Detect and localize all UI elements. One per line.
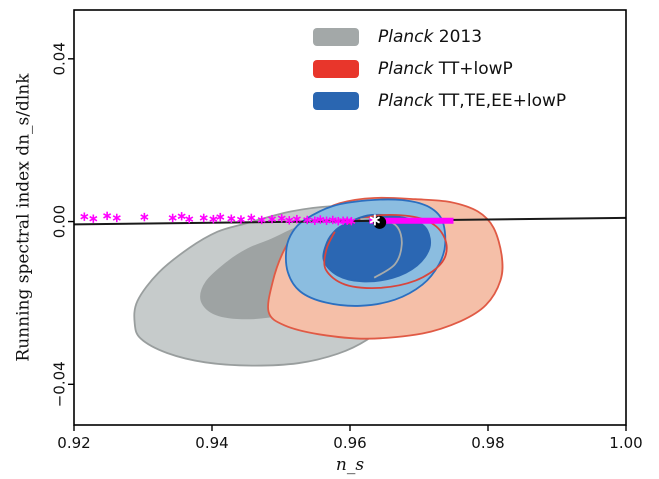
x-tick-label: 0.98 bbox=[471, 434, 504, 452]
trajectory-point bbox=[209, 214, 218, 224]
trajectory-point bbox=[303, 215, 312, 225]
x-tick-label: 1.00 bbox=[609, 434, 642, 452]
x-tick-label: 0.92 bbox=[57, 434, 90, 452]
trajectory-point bbox=[112, 213, 121, 223]
trajectory-point bbox=[168, 213, 177, 223]
y-tick-label: −0.04 bbox=[51, 361, 69, 407]
contour-planck-tt-te-ee-lowp-68 bbox=[322, 213, 432, 283]
legend-label: Planck TT,TE,EE+lowP bbox=[378, 91, 566, 111]
legend-swatch bbox=[313, 60, 359, 78]
trajectory-point bbox=[247, 213, 256, 223]
legend-swatch bbox=[313, 28, 359, 46]
trajectory-point bbox=[80, 212, 89, 221]
trajectory-point bbox=[285, 216, 294, 225]
contour-line-planck-tt-lowp-68 bbox=[323, 213, 448, 290]
axes-layer: 0.92 0.94 0.96 0.98 1.00 −0.04 0.00 0.04 n_s Runn… bbox=[14, 42, 643, 475]
trajectory-point bbox=[216, 212, 225, 222]
y-tick-label: 0.04 bbox=[51, 42, 69, 75]
x-axis-title: n_s bbox=[336, 455, 364, 475]
plot-area bbox=[74, 196, 626, 367]
trajectory-point bbox=[103, 211, 112, 221]
legend-label: Planck TT+lowP bbox=[378, 59, 513, 79]
trajectory-point bbox=[267, 214, 277, 224]
legend-entry: Planck TT+lowP bbox=[313, 59, 513, 79]
legend-entry: Planck 2013 bbox=[313, 27, 482, 47]
legend: Planck 2013 Planck TT+lowP Planck TT,TE,EE… bbox=[313, 27, 566, 111]
trajectory-point bbox=[316, 215, 325, 224]
trajectory-point bbox=[257, 215, 266, 225]
y-tick-label: 0.00 bbox=[51, 205, 69, 238]
marker-layer bbox=[369, 214, 387, 229]
x-tick-label: 0.96 bbox=[333, 434, 366, 452]
trajectory-point bbox=[236, 215, 246, 224]
trajectory-point bbox=[292, 214, 301, 224]
y-axis-title: Running spectral index dn_s/dlnk bbox=[14, 73, 34, 362]
legend-entry: Planck TT,TE,EE+lowP bbox=[313, 91, 566, 111]
trajectory-point bbox=[227, 214, 236, 223]
trajectory-point bbox=[177, 212, 186, 221]
x-tick-label: 0.94 bbox=[195, 434, 228, 452]
trajectory-point bbox=[185, 214, 194, 224]
trajectory-point bbox=[347, 216, 356, 226]
trajectory-layer bbox=[74, 211, 626, 226]
trajectory-point bbox=[277, 214, 286, 223]
trajectory-point bbox=[199, 213, 208, 223]
trajectory-point bbox=[140, 212, 149, 222]
legend-swatch bbox=[313, 92, 359, 110]
contour-layer bbox=[133, 196, 504, 367]
trajectory-point bbox=[89, 214, 98, 223]
trajectory-point bbox=[322, 216, 331, 225]
legend-label: Planck 2013 bbox=[378, 27, 482, 47]
marker-white-star bbox=[369, 214, 381, 226]
